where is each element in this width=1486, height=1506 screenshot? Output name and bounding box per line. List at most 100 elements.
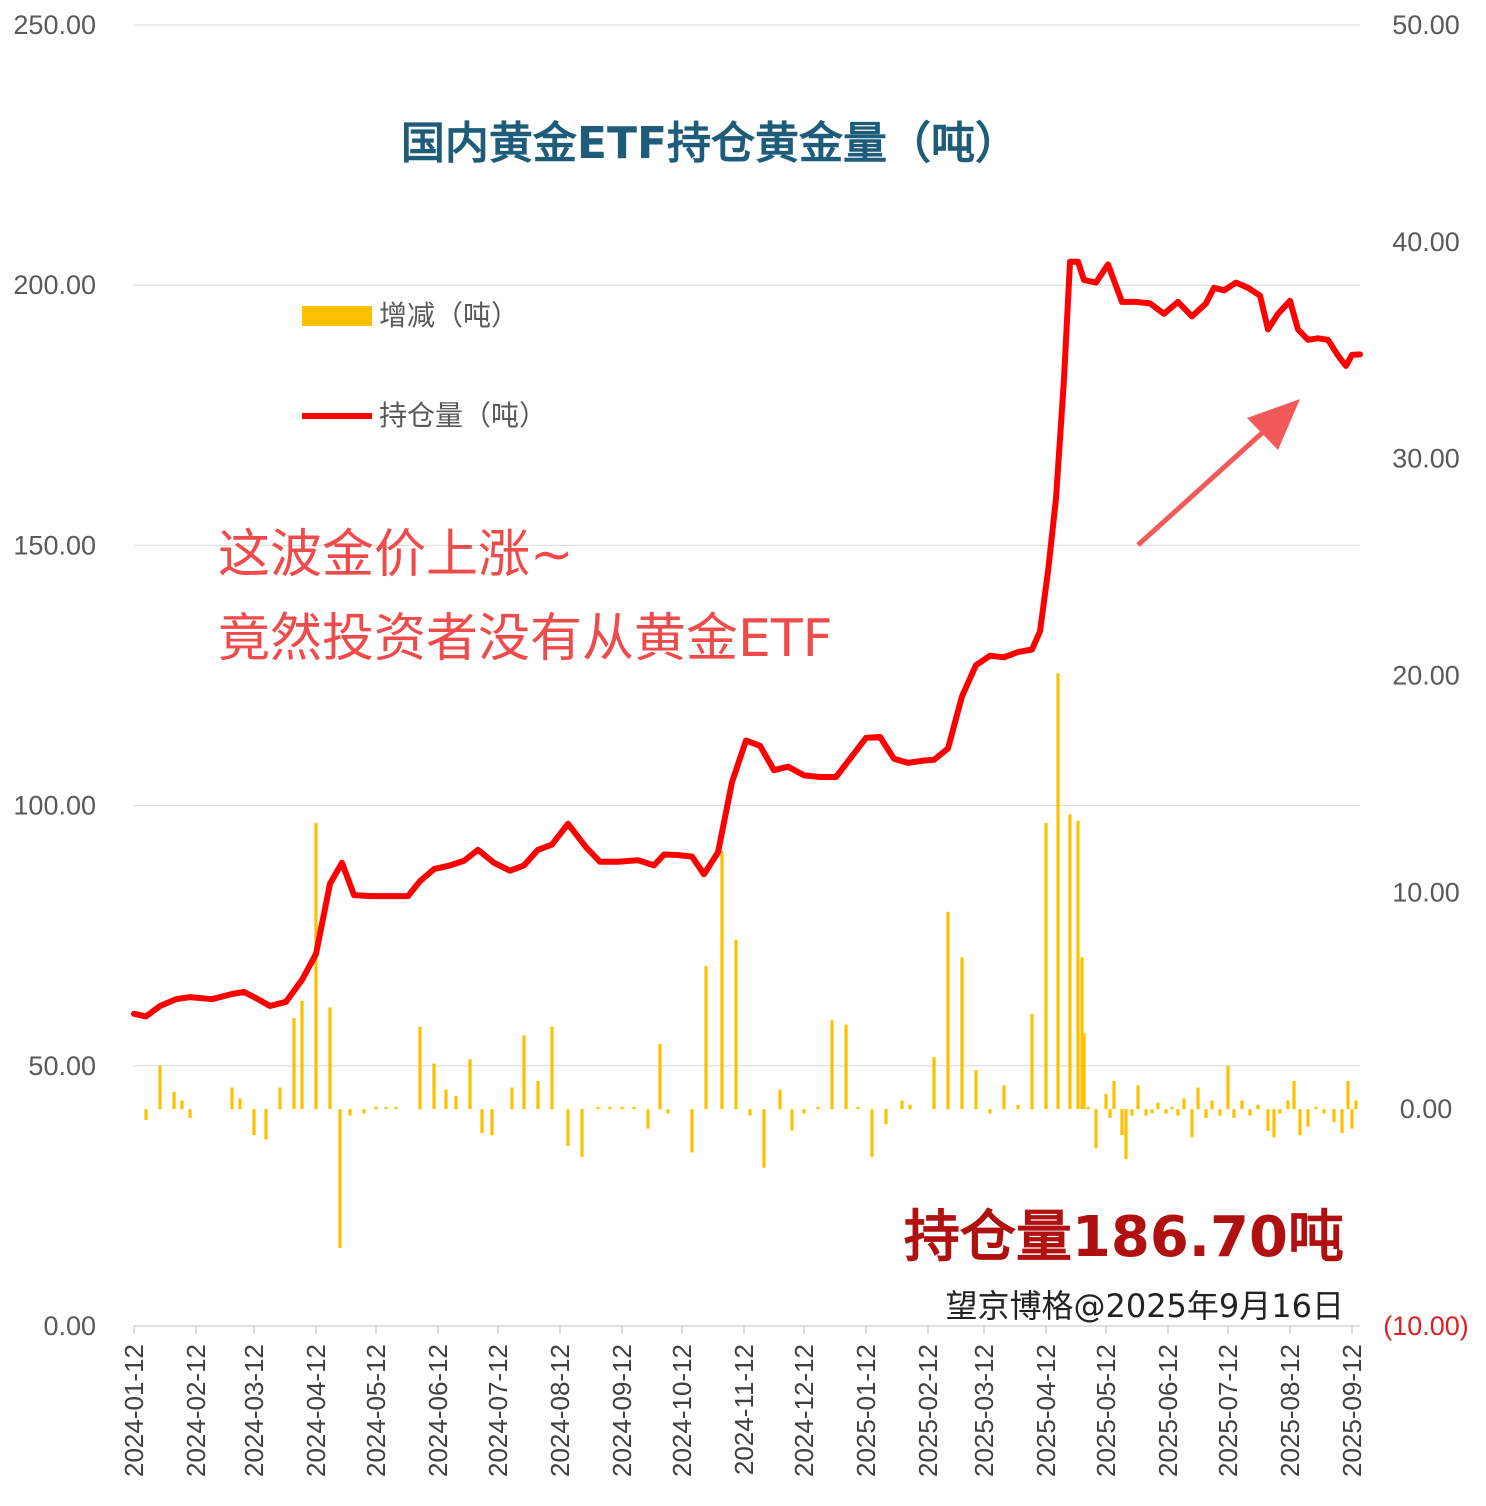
change-bar [418,1026,422,1110]
change-bar [778,1089,782,1110]
change-bar [1256,1104,1260,1110]
change-bar [802,1109,806,1114]
change-bar [1278,1109,1282,1114]
change-bar [946,911,950,1110]
gridlines [134,24,1360,1327]
change-bar [1030,1013,1034,1110]
chart-title: 国内黄金ETF持仓黄金量（吨） [401,118,1019,169]
x-tick-label: 2025-04-12 [1031,1344,1061,1477]
change-bar [1068,814,1072,1110]
change-bar [468,1059,472,1110]
change-bar [608,1106,612,1110]
change-bar [522,1035,526,1110]
change-bar [362,1109,366,1114]
legend-bar-label: 增减（吨） [379,299,519,332]
x-tick-label: 2024-08-12 [545,1344,575,1477]
left-tick-label: 150.00 [13,530,96,560]
change-bar [1086,1106,1090,1110]
change-bar [238,1098,242,1110]
change-bar [480,1109,484,1134]
change-bar [1346,1080,1350,1110]
change-bar [632,1106,636,1110]
change-bar [1108,1109,1112,1118]
change-bar [908,1104,912,1110]
change-bar [490,1109,494,1136]
change-bar [1056,673,1060,1110]
right-tick-label: 0.00 [1400,1094,1453,1124]
change-bar [658,1044,662,1110]
change-bar [1306,1109,1310,1127]
right-tick-label: 30.00 [1392,444,1460,474]
change-bar [988,1109,992,1114]
change-bar [374,1106,378,1110]
change-bar [1332,1109,1336,1123]
change-bar [1130,1109,1134,1116]
change-bar [328,1007,332,1110]
change-bar [734,940,738,1110]
arrow-annotation [1136,399,1300,547]
change-bar [666,1109,670,1114]
change-bar [748,1109,752,1116]
change-bar [536,1080,540,1110]
x-tick-label: 2024-07-12 [483,1344,513,1477]
change-bar [1226,1065,1230,1110]
change-bar [844,1024,848,1110]
right-tick-label: 50.00 [1392,10,1460,40]
change-bar [1112,1080,1116,1110]
x-tick-label: 2024-01-12 [119,1344,149,1477]
change-bar [1196,1087,1200,1110]
change-bar [1204,1109,1208,1118]
change-bar [1150,1109,1154,1114]
change-bar [720,851,724,1110]
change-bar [596,1106,600,1110]
change-bar [816,1106,820,1110]
change-bar [158,1065,162,1110]
change-bar [1232,1109,1236,1118]
right-tick-label: (10.00) [1383,1311,1469,1341]
arrow-head [1247,399,1300,450]
change-bar [620,1106,624,1110]
x-tick-label: 2025-07-12 [1213,1344,1243,1477]
bar-series [144,673,1358,1248]
change-bar [1286,1100,1290,1110]
arrow-shaft [1136,431,1264,547]
change-bar [264,1109,268,1140]
change-bar [432,1063,436,1110]
change-bar [1354,1100,1358,1110]
change-bar [1190,1109,1194,1138]
legend-bar-swatch [302,306,372,326]
left-axis: 0.00 50.00 100.00 150.00 200.00 250.00 [13,10,96,1341]
change-bar [278,1087,282,1110]
change-bar [1164,1109,1168,1114]
change-bar [1156,1102,1160,1110]
change-bar [1124,1109,1128,1160]
change-bar [1082,1033,1086,1110]
change-bar [1218,1109,1222,1116]
left-tick-label: 0.00 [43,1311,96,1341]
x-tick-label: 2024-04-12 [301,1344,331,1477]
change-bar [646,1109,650,1129]
change-bar [870,1109,874,1157]
change-bar [510,1087,514,1110]
change-bar [180,1100,184,1110]
change-bar [1016,1104,1020,1110]
x-tick-label: 2024-02-12 [181,1344,211,1477]
change-bar [1176,1109,1180,1116]
annotation-line-1: 这波金价上涨~ [218,525,574,585]
legend: 增减（吨） 持仓量（吨） [302,299,547,432]
change-bar [338,1109,342,1248]
source-note: 望京博格@2025年9月16日 [945,1287,1344,1325]
change-bar [830,1020,834,1110]
change-bar [144,1109,148,1121]
change-bar [348,1109,352,1116]
change-bar [454,1096,458,1110]
right-tick-label: 40.00 [1392,227,1460,257]
change-bar [550,1026,554,1110]
change-bar [1170,1106,1174,1110]
change-bar [172,1091,176,1110]
x-tick-label: 2024-12-12 [789,1344,819,1477]
change-bar [444,1089,448,1110]
change-bar [230,1087,234,1110]
change-bar [690,1109,694,1153]
